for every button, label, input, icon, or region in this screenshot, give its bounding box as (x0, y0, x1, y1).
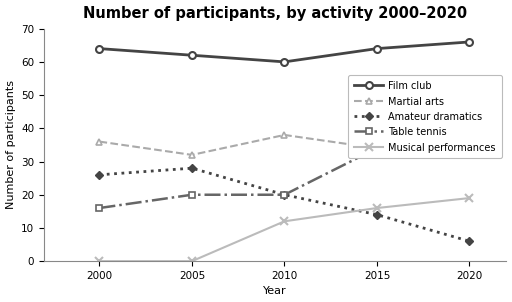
X-axis label: Year: Year (263, 286, 287, 297)
Title: Number of participants, by activity 2000–2020: Number of participants, by activity 2000… (83, 5, 467, 21)
Y-axis label: Number of participants: Number of participants (6, 80, 15, 209)
Legend: Film club, Martial arts, Amateur dramatics, Table tennis, Musical performances: Film club, Martial arts, Amateur dramati… (348, 76, 502, 159)
